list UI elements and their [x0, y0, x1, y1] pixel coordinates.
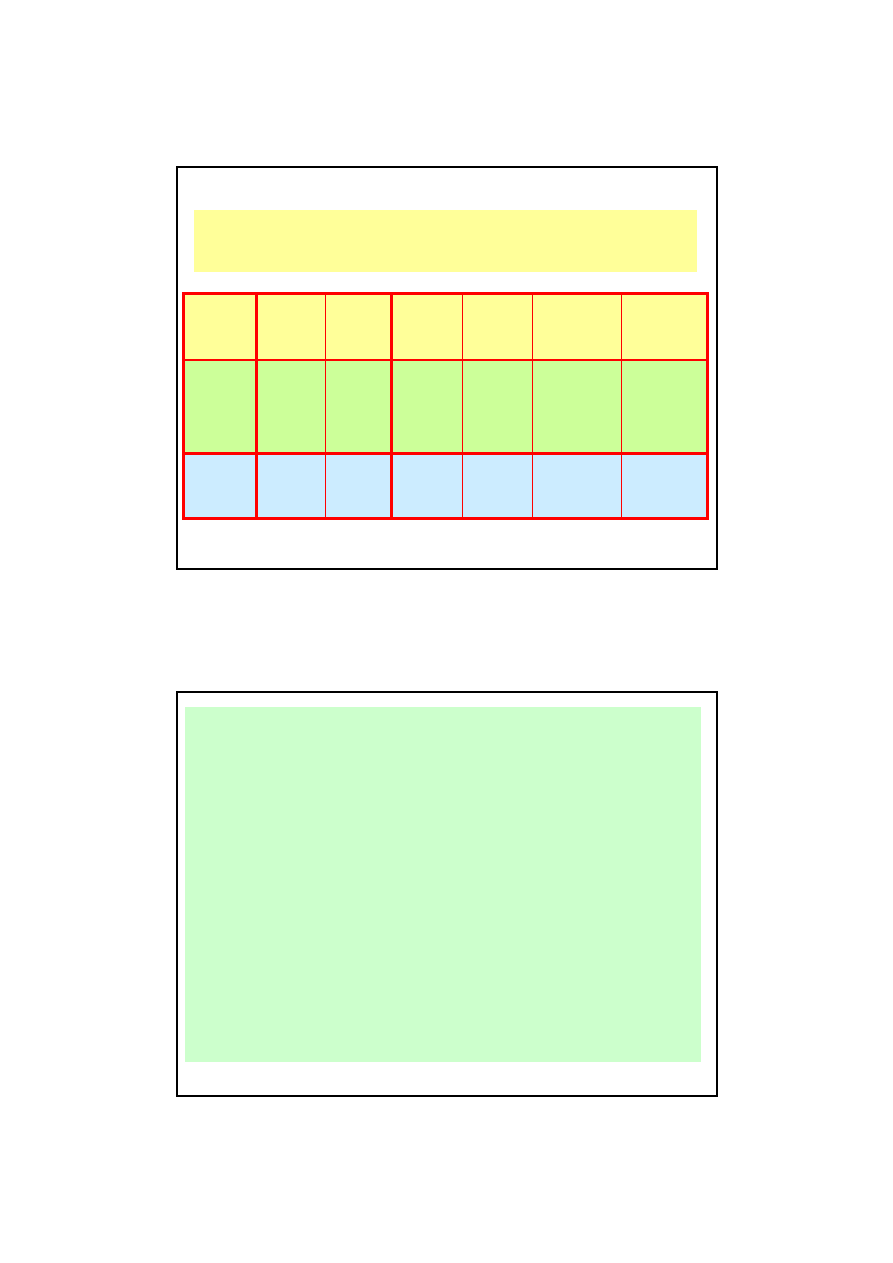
- table-cell: [183, 359, 258, 455]
- title-banner: [194, 210, 697, 272]
- table-cell: [462, 359, 533, 455]
- slide-frame-1: [176, 166, 718, 570]
- table-row-top-row: [183, 293, 708, 361]
- table-cell: [621, 293, 708, 361]
- table-cell: [391, 293, 463, 361]
- table-cell: [621, 359, 708, 455]
- table-cell: [532, 359, 622, 455]
- color-grid-table: [182, 292, 709, 520]
- table-cell: [325, 359, 393, 455]
- color-grid-tbody: [183, 293, 708, 519]
- table-cell: [183, 453, 258, 519]
- table-cell: [621, 453, 708, 519]
- table-cell: [325, 293, 393, 361]
- table-cell: [183, 293, 258, 361]
- table-cell: [532, 453, 622, 519]
- table-cell: [256, 453, 326, 519]
- table-cell: [256, 293, 326, 361]
- table-cell: [256, 359, 326, 455]
- table-cell: [462, 293, 533, 361]
- table-cell: [391, 453, 463, 519]
- table-row-middle-row: [183, 359, 708, 455]
- content-placeholder-rect: [185, 707, 701, 1062]
- table-cell: [391, 359, 463, 455]
- table-cell: [462, 453, 533, 519]
- table-cell: [325, 453, 393, 519]
- table-row-bottom-row: [183, 453, 708, 519]
- slide-frame-2: [176, 691, 718, 1097]
- table-cell: [532, 293, 622, 361]
